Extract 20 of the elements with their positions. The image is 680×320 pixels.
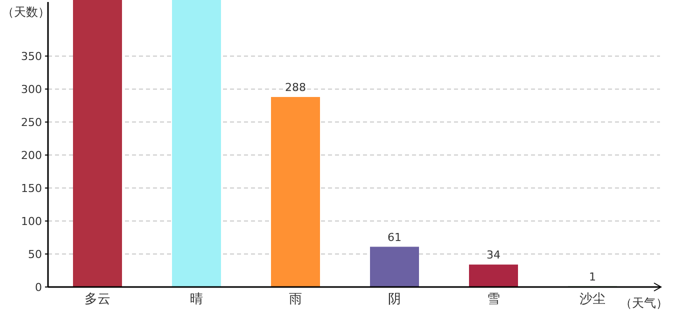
y-tick-label: 100	[21, 215, 42, 228]
data-label: 1	[589, 270, 596, 284]
x-tick-label: 多云	[84, 292, 110, 307]
y-tick-label: 200	[21, 149, 42, 162]
y-axis-title: （天数）	[2, 5, 50, 19]
x-tick-label: 雪	[487, 292, 500, 307]
y-tick-label: 250	[21, 116, 42, 130]
y-tick-label: 300	[21, 83, 42, 96]
y-tick-label: 0	[35, 281, 42, 294]
x-tick-label: 沙尘	[580, 292, 606, 307]
x-axis-title: （天气）	[620, 296, 668, 310]
y-tick-label: 50	[28, 248, 42, 262]
data-label: 288	[285, 80, 306, 94]
data-label: 61	[388, 230, 402, 244]
y-tick-label: 150	[21, 182, 42, 196]
x-tick-label: 雨	[289, 292, 302, 307]
data-label: 34	[486, 248, 500, 262]
x-tick-label: 阴	[388, 292, 401, 307]
x-tick-label: 晴	[190, 292, 203, 307]
y-tick-label: 350	[21, 50, 42, 64]
